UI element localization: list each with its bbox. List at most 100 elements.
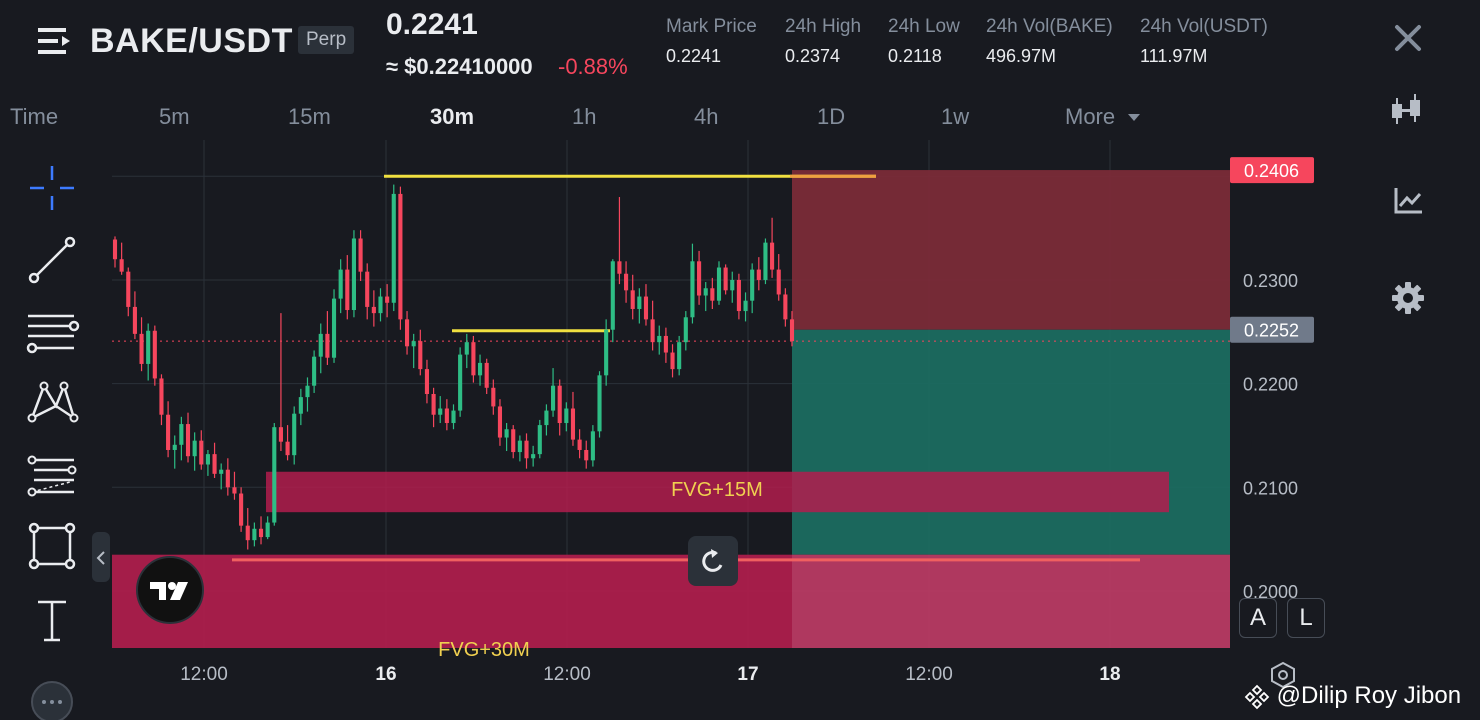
time-axis-label: 17	[737, 664, 758, 685]
candle	[776, 269, 781, 295]
candle	[570, 408, 576, 440]
pattern-icon[interactable]	[22, 372, 82, 432]
candle	[736, 279, 741, 312]
hexagon-icon	[1271, 661, 1295, 689]
candle	[564, 408, 569, 424]
caret-down-icon	[1128, 114, 1141, 122]
candle	[597, 375, 602, 432]
tab-1d[interactable]: 1D	[817, 104, 846, 129]
candle	[471, 342, 476, 376]
candle	[391, 193, 396, 303]
candle	[650, 319, 655, 343]
candle	[451, 410, 456, 424]
fvg-zone-overlap	[792, 554, 1230, 648]
tab-1h[interactable]: 1h	[572, 104, 597, 129]
menu-icon[interactable]	[38, 26, 72, 56]
stat-value: 0.2241	[666, 46, 722, 66]
candle	[557, 385, 562, 424]
candle	[385, 296, 390, 303]
trend-line-icon[interactable]	[22, 228, 82, 288]
candle	[484, 362, 489, 388]
candle	[146, 330, 151, 364]
chevron-left-icon	[96, 551, 105, 566]
stat-label: Mark Price	[666, 16, 757, 37]
horizontal-lines-icon[interactable]	[22, 300, 82, 360]
indicator-chart-icon[interactable]	[1392, 186, 1426, 216]
candle	[723, 267, 728, 291]
time-axis-label: 12:00	[905, 664, 953, 685]
candle	[743, 300, 748, 312]
tab-more[interactable]: More	[1065, 104, 1141, 130]
price-axis-label: 0.2300	[1243, 271, 1298, 291]
candle	[438, 408, 443, 415]
tab-30m[interactable]: 30m	[430, 104, 475, 129]
candle	[258, 528, 264, 538]
price-axis-highlight-label: 0.2252	[1244, 321, 1299, 341]
timeframe-tabs: Time 5m 15m 30m 1h 4h 1D 1w More	[0, 100, 1180, 134]
candle	[703, 288, 708, 296]
pair-symbol[interactable]: BAKE/USDT	[90, 22, 293, 60]
drawing-toolbar	[0, 150, 104, 720]
watermark: @Dilip Roy Jibon	[1244, 682, 1461, 710]
candlestick-icon[interactable]	[1388, 92, 1428, 128]
price-chart[interactable]: FVG+15M FVG+30M 0.2300 0.2200 0.2100 0.2000 0.…	[0, 140, 1335, 720]
stat-value: 0.2118	[888, 46, 942, 66]
stat-24h-high: 24h High 0.2374	[785, 16, 861, 67]
time-axis-label: 16	[375, 664, 396, 685]
crosshair-icon[interactable]	[22, 158, 82, 218]
stat-24h-vol-base: 24h Vol(BAKE) 496.97M	[986, 16, 1113, 67]
stat-value: 496.97M	[986, 46, 1057, 66]
candle	[577, 439, 582, 450]
candle	[199, 440, 204, 465]
gear-icon[interactable]	[1390, 280, 1426, 316]
price-axis-label: 0.2200	[1243, 375, 1298, 395]
fvg-zone-15m	[266, 471, 1169, 513]
candle	[371, 306, 376, 314]
reset-chart-button[interactable]	[688, 536, 738, 586]
rectangle-icon[interactable]	[22, 516, 82, 576]
candle	[159, 378, 164, 415]
close-icon[interactable]	[1392, 22, 1424, 54]
candle	[345, 269, 350, 311]
chart-canvas[interactable]: FVG+15M FVG+30M 0.2300 0.2200 0.2100 0.2000 0.…	[0, 140, 1335, 720]
log-scale-button[interactable]: L	[1287, 598, 1325, 638]
candle	[219, 469, 224, 474]
candle	[544, 410, 549, 426]
more-tools-icon[interactable]	[22, 666, 82, 720]
text-icon[interactable]	[22, 590, 82, 650]
stat-value: 0.2374	[785, 46, 841, 66]
candle	[630, 290, 635, 309]
candle	[670, 352, 675, 370]
contract-type-badge: Perp	[298, 26, 355, 54]
fib-retracement-icon[interactable]	[22, 444, 82, 504]
stat-label: 24h Vol(BAKE)	[986, 16, 1113, 37]
candle	[531, 454, 536, 459]
tradingview-logo-icon	[150, 582, 188, 600]
candle	[458, 354, 463, 411]
candle	[464, 342, 469, 355]
binance-logo-icon	[1244, 684, 1270, 709]
tab-1w[interactable]: 1w	[941, 104, 970, 129]
reset-icon	[702, 549, 723, 572]
auto-scale-button[interactable]: A	[1239, 598, 1277, 638]
candle	[783, 294, 788, 320]
stat-24h-vol-quote: 24h Vol(USDT) 111.97M	[1140, 16, 1268, 67]
candle	[331, 298, 337, 358]
candle	[663, 335, 668, 353]
candle	[677, 342, 682, 370]
candle	[305, 385, 310, 398]
candle	[166, 414, 171, 450]
candle	[750, 269, 755, 301]
tradingview-logo	[136, 556, 204, 624]
candle	[444, 408, 449, 424]
candle	[683, 317, 688, 343]
collapse-toolbar-button[interactable]	[92, 532, 110, 582]
tab-15m[interactable]: 15m	[288, 104, 331, 129]
tab-4h[interactable]: 4h	[694, 104, 719, 129]
candle	[119, 259, 124, 272]
tab-time[interactable]: Time	[10, 104, 59, 129]
candle	[424, 369, 430, 394]
candle	[617, 261, 622, 274]
candle	[252, 528, 257, 541]
tab-5m[interactable]: 5m	[159, 104, 190, 129]
